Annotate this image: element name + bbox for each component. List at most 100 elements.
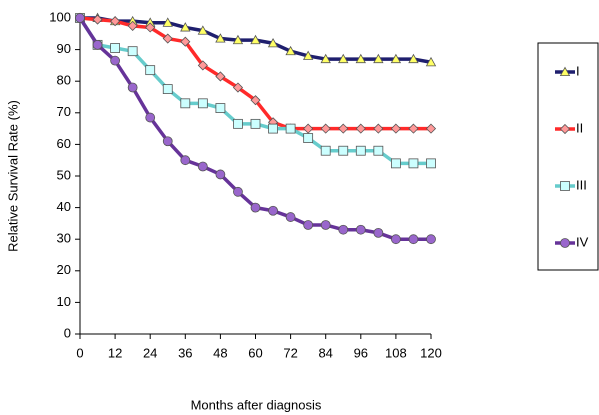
data-point [110, 16, 121, 27]
data-point [197, 60, 208, 71]
x-tick-label: 12 [108, 345, 122, 360]
data-point [355, 224, 366, 235]
data-point [302, 50, 314, 60]
data-point [162, 136, 173, 147]
data-point [338, 145, 349, 156]
data-point [373, 227, 384, 238]
x-tick-label: 0 [76, 345, 83, 360]
data-point [250, 118, 261, 129]
data-point [110, 43, 120, 53]
legend-label: IV [576, 234, 589, 249]
data-point [320, 220, 331, 230]
x-tick-label: 84 [318, 345, 332, 360]
data-point [408, 158, 419, 169]
data-point [268, 123, 278, 134]
y-tick-label: 90 [57, 41, 71, 56]
data-point [180, 98, 191, 109]
legend-marker [560, 238, 570, 248]
data-point [75, 13, 85, 23]
data-point [355, 145, 366, 156]
data-point [215, 33, 226, 43]
data-point [127, 20, 138, 31]
data-point [110, 55, 120, 66]
x-tick-label: 60 [248, 345, 262, 360]
data-point [180, 22, 191, 32]
data-point [233, 186, 243, 197]
data-point [268, 205, 278, 216]
data-point [285, 123, 296, 134]
data-point [233, 118, 243, 129]
data-point [338, 224, 349, 235]
data-point [145, 65, 156, 76]
x-tick-label: 36 [178, 345, 192, 360]
data-point [162, 33, 173, 44]
data-point [303, 220, 314, 230]
data-point [127, 46, 138, 57]
legend-label: I [576, 63, 580, 78]
y-tick-label: 0 [64, 325, 71, 340]
data-point [285, 45, 296, 56]
data-point [267, 37, 279, 48]
data-point [180, 155, 191, 166]
legend-box [537, 42, 599, 271]
data-point [373, 145, 384, 156]
data-point [338, 53, 349, 64]
x-tick-label: 96 [354, 345, 368, 360]
legend-marker [560, 181, 570, 191]
data-point [425, 56, 437, 67]
x-tick-label: 48 [213, 345, 227, 360]
x-tick-label: 24 [143, 345, 157, 360]
data-point [215, 169, 226, 180]
data-point [408, 234, 419, 245]
data-point [408, 53, 419, 64]
data-point [215, 103, 226, 113]
data-point [390, 53, 402, 64]
data-point [425, 123, 437, 134]
data-point [373, 53, 384, 64]
data-point [162, 84, 173, 94]
data-point [373, 123, 384, 134]
data-point [180, 36, 191, 47]
y-tick-label: 100 [49, 9, 71, 24]
data-point [426, 234, 436, 245]
legend-label: III [576, 177, 587, 192]
data-point [197, 98, 208, 109]
data-point [232, 34, 244, 45]
data-point [145, 22, 156, 33]
y-tick-label: 70 [57, 104, 71, 119]
legend-marker [559, 66, 571, 76]
data-point [250, 95, 261, 106]
x-tick-label: 108 [385, 345, 407, 360]
data-point [162, 17, 173, 27]
data-point [197, 161, 208, 172]
y-tick-label: 60 [57, 136, 71, 151]
data-point [355, 123, 366, 134]
data-point [390, 158, 401, 169]
data-point [320, 145, 331, 156]
data-point [145, 112, 156, 123]
data-point [197, 25, 209, 35]
data-point [390, 123, 401, 134]
data-point [303, 133, 314, 143]
data-point [320, 123, 331, 134]
data-point [215, 71, 226, 82]
y-tick-label: 40 [57, 199, 71, 214]
data-point [250, 202, 261, 213]
data-point [285, 212, 296, 222]
y-tick-label: 50 [57, 167, 71, 182]
data-point [426, 158, 436, 169]
x-tick-label: 72 [283, 345, 297, 360]
legend-label: II [576, 120, 583, 135]
data-point [250, 34, 261, 45]
y-tick-label: 30 [57, 231, 71, 246]
y-tick-label: 10 [57, 294, 71, 309]
x-tick-label: 120 [420, 345, 442, 360]
data-point [92, 14, 103, 25]
series-line [79, 16, 431, 131]
data-point [303, 123, 314, 134]
data-point [355, 53, 366, 64]
data-point [127, 82, 138, 93]
data-point [92, 39, 103, 50]
